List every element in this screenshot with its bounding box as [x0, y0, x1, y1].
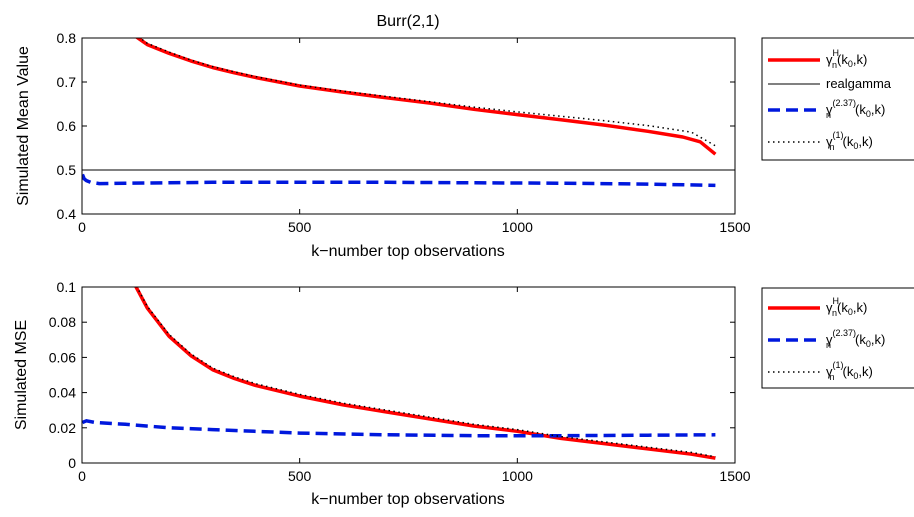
bottom-series-line-1 — [82, 419, 716, 438]
top-x-tick-label-1500: 1500 — [719, 219, 750, 235]
bottom-y-tick-label-0-06: 0.06 — [49, 349, 76, 365]
top-legend: γH n(k0,k) realgamma γ(2.37) n (k0,k) γ(1) n… — [761, 37, 914, 161]
bottom-series-line-0 — [134, 287, 716, 460]
top-y-axis: 0.4 0.5 0.6 0.7 0.8 — [57, 30, 735, 222]
bottom-y-tick-label-0: 0 — [68, 455, 76, 471]
top-series-line-2 — [82, 173, 716, 188]
top-x-tick-label-500: 500 — [288, 219, 312, 235]
top-x-tick-label-0: 0 — [78, 219, 86, 235]
top-y-tick-label-0-6: 0.6 — [57, 118, 77, 134]
top-x-axis-label: k−number top observations — [311, 243, 504, 260]
top-y-tick-label-0-5: 0.5 — [57, 162, 77, 178]
bottom-y-tick-label-0-04: 0.04 — [49, 385, 76, 401]
top-legend-label-hill: γH n(k0,k) — [826, 48, 867, 70]
bottom-y-axis: 0 0.02 0.04 0.06 0.08 0.1 — [49, 279, 735, 471]
top-plot-frame — [81, 37, 736, 215]
bottom-y-tick-label-0-02: 0.02 — [49, 420, 76, 436]
bottom-chart: 0 500 1000 1500 0 0.02 0.04 0.06 0.08 0.1 k−numb… — [13, 279, 751, 508]
top-x-axis: 0 500 1000 1500 — [78, 38, 751, 235]
top-series-group — [82, 38, 735, 188]
top-chart-title: Burr(2,1) — [376, 13, 439, 30]
top-y-tick-label-0-4: 0.4 — [57, 206, 77, 222]
top-series-line-3 — [138, 38, 716, 147]
top-y-tick-label-0-7: 0.7 — [57, 74, 77, 90]
top-chart: Burr(2,1) 0 500 1000 1500 0.4 0.5 0.6 0.7 0.8 k… — [15, 13, 751, 260]
bottom-legend-label-hill: γH n(k0,k) — [826, 296, 867, 318]
top-y-axis-label: Simulated Mean Value — [15, 46, 32, 206]
top-x-tick-label-1000: 1000 — [502, 219, 533, 235]
bottom-y-axis-label: Simulated MSE — [13, 320, 30, 430]
bottom-x-tick-label-0: 0 — [78, 468, 86, 484]
bottom-legend: γH n(k0,k) γ(2.37) n (k0,k) γ(1) n (k0,k) — [761, 287, 914, 389]
top-legend-label-realgamma: realgamma — [826, 76, 892, 91]
bottom-x-tick-label-500: 500 — [288, 468, 312, 484]
top-y-tick-label-0-8: 0.8 — [57, 30, 77, 46]
top-series-line-0 — [134, 38, 717, 156]
bottom-y-tick-label-0-08: 0.08 — [49, 314, 76, 330]
bottom-series-group — [82, 287, 716, 460]
bottom-x-axis-label: k−number top observations — [311, 491, 504, 508]
bottom-plot-frame — [81, 286, 736, 464]
bottom-legend-box — [761, 287, 914, 389]
bottom-x-axis: 0 500 1000 1500 — [78, 287, 751, 484]
bottom-x-tick-label-1000: 1000 — [502, 468, 533, 484]
bottom-x-tick-label-1500: 1500 — [719, 468, 750, 484]
bottom-series-line-2 — [136, 287, 716, 458]
bottom-y-tick-label-0-1: 0.1 — [57, 279, 77, 295]
